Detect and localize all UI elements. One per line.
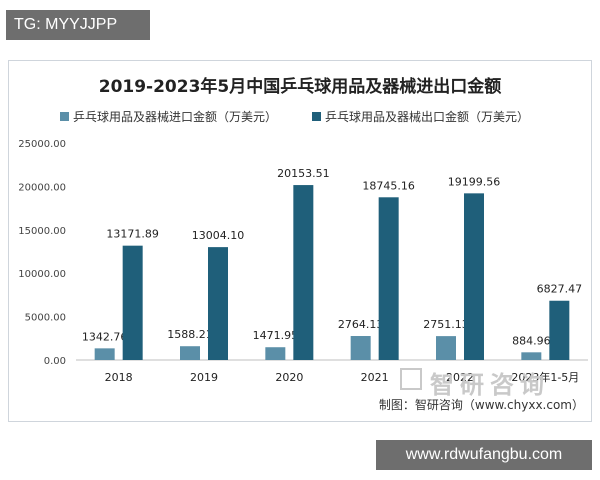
data-label-export: 18745.16 bbox=[362, 179, 415, 192]
x-tick-label: 2023年1-5月 bbox=[511, 370, 579, 384]
legend-swatch-import bbox=[60, 112, 69, 121]
bar-import bbox=[436, 336, 456, 360]
bar-export bbox=[122, 245, 143, 360]
data-label-import: 1471.95 bbox=[253, 329, 299, 342]
x-tick-label: 2021 bbox=[361, 371, 389, 384]
data-label-import: 1588.21 bbox=[167, 328, 213, 341]
x-tick-label: 2022 bbox=[446, 371, 474, 384]
data-label-export: 20153.51 bbox=[277, 167, 330, 180]
bar-import bbox=[180, 346, 200, 360]
legend-label-export: 乒乓球用品及器械出口金额（万美元） bbox=[325, 110, 530, 124]
x-tick-label: 2019 bbox=[190, 371, 218, 384]
watermark-text: 智研咨询 bbox=[430, 371, 550, 399]
y-tick-label: 10000.00 bbox=[18, 269, 66, 280]
bar-import bbox=[521, 352, 542, 360]
legend-item-import: 乒乓球用品及器械进口金额（万美元） bbox=[60, 108, 277, 125]
legend-item-export: 乒乓球用品及器械出口金额（万美元） bbox=[312, 108, 529, 125]
y-tick-label: 5000.00 bbox=[25, 313, 66, 324]
x-tick-label: 2020 bbox=[275, 371, 303, 384]
source-note: 制图：智研咨询（www.chyxx.com） bbox=[378, 398, 584, 412]
bar-import bbox=[94, 348, 115, 360]
tg-badge: TG: MYYJJPP bbox=[6, 10, 150, 40]
site-badge: www.rdwufangbu.com bbox=[376, 440, 592, 470]
x-tick-label: 2018 bbox=[105, 371, 133, 384]
legend-label-import: 乒乓球用品及器械进口金额（万美元） bbox=[73, 110, 278, 124]
bar-export bbox=[549, 300, 570, 360]
bar-import bbox=[350, 336, 371, 360]
watermark-logo-icon bbox=[400, 368, 422, 390]
bar-export bbox=[464, 193, 484, 360]
data-label-export: 19199.56 bbox=[448, 175, 501, 188]
data-label-import: 884.96 bbox=[512, 334, 551, 347]
bar-export bbox=[378, 197, 399, 360]
data-label-export: 13004.10 bbox=[192, 229, 245, 242]
y-tick-label: 0.00 bbox=[44, 356, 66, 367]
y-tick-label: 20000.00 bbox=[18, 182, 66, 193]
legend-swatch-export bbox=[312, 112, 321, 121]
data-label-import: 1342.76 bbox=[82, 330, 128, 343]
bar-export bbox=[208, 247, 228, 360]
y-tick-label: 15000.00 bbox=[18, 226, 66, 237]
chart-title: 2019-2023年5月中国乒乓球用品及器械进出口金额 bbox=[98, 77, 502, 97]
y-tick-label: 25000.00 bbox=[18, 139, 66, 150]
bar-export bbox=[293, 185, 314, 360]
data-label-export: 6827.47 bbox=[537, 283, 583, 296]
data-label-import: 2751.13 bbox=[423, 318, 469, 331]
data-label-import: 2764.13 bbox=[338, 318, 384, 331]
chart-legend: 乒乓球用品及器械进口金额（万美元） 乒乓球用品及器械出口金额（万美元） bbox=[0, 108, 600, 128]
data-label-export: 13171.89 bbox=[106, 228, 159, 241]
bar-import bbox=[265, 347, 286, 360]
